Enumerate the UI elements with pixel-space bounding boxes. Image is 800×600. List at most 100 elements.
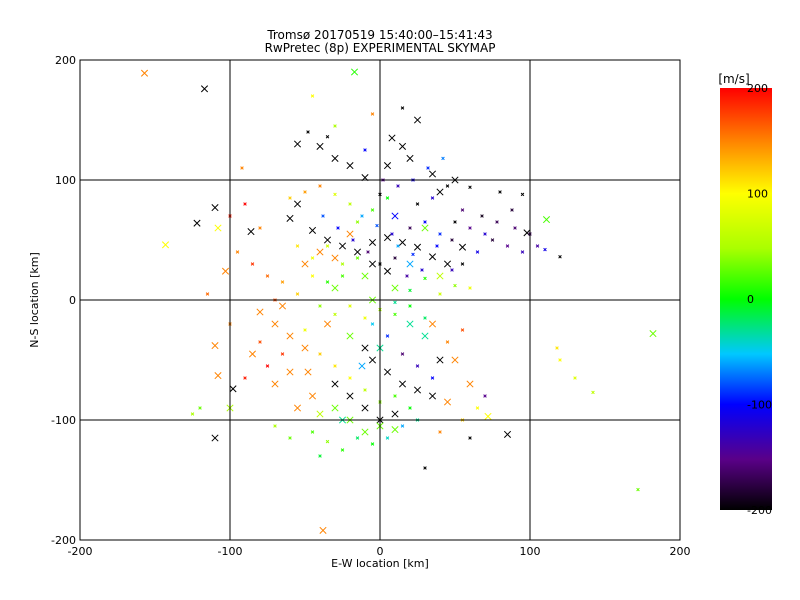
scatter-point-small <box>430 196 435 200</box>
colorbar-tick-label: 0 <box>747 293 754 306</box>
y-tick-label: -200 <box>51 534 76 547</box>
scatter-point-small <box>535 244 540 248</box>
scatter-point-cross <box>301 344 309 352</box>
scatter-point-small <box>325 135 330 139</box>
scatter-point-small <box>408 226 412 230</box>
scatter-point-small <box>520 250 525 254</box>
scatter-point-small <box>340 274 345 278</box>
scatter-point-cross <box>484 412 492 420</box>
scatter-point-small <box>573 376 577 380</box>
scatter-point-small <box>370 208 375 212</box>
scatter-point-small <box>520 192 525 197</box>
scatter-point-small <box>558 358 562 362</box>
scatter-point-cross <box>406 154 414 162</box>
scatter-point-cross <box>358 362 366 370</box>
scatter-point-small <box>363 148 367 152</box>
chart-title: Tromsø 20170519 15:40:00–15:41:43 <box>266 28 492 42</box>
scatter-point-small <box>273 424 277 428</box>
scatter-point-small <box>420 268 424 272</box>
scatter-point-cross <box>293 200 302 208</box>
scatter-points <box>140 68 657 534</box>
scatter-point-small <box>408 304 412 308</box>
scatter-point-cross <box>319 526 327 534</box>
scatter-point-small <box>490 238 495 242</box>
scatter-point-small <box>205 292 210 296</box>
scatter-point-small <box>438 292 442 296</box>
scatter-point-small <box>258 340 262 344</box>
scatter-point-cross <box>458 243 467 251</box>
x-tick-labels: -200 -100 0 100 200 <box>68 534 691 558</box>
scatter-point-small <box>318 184 322 188</box>
scatter-point-cross <box>193 219 201 227</box>
scatter-point-small <box>636 487 640 492</box>
scatter-point-cross <box>391 410 399 418</box>
scatter-point-cross <box>346 230 354 238</box>
scatter-point-small <box>423 220 427 224</box>
scatter-point-small <box>393 256 397 260</box>
scatter-point-small <box>310 274 315 278</box>
scatter-point-small <box>453 220 457 224</box>
scatter-point-cross <box>308 226 317 234</box>
x-tick-label: -100 <box>218 545 243 558</box>
scatter-point-small <box>355 436 360 440</box>
scatter-point-cross <box>140 69 149 77</box>
scatter-point-small <box>303 328 307 332</box>
scatter-point-cross <box>301 260 309 268</box>
scatter-point-small <box>468 185 472 189</box>
scatter-point-small <box>243 202 247 206</box>
scatter-point-small <box>366 250 370 254</box>
scatter-point-small <box>483 232 487 236</box>
scatter-point-small <box>415 202 420 206</box>
scatter-point-small <box>295 244 300 248</box>
scatter-point-small <box>363 388 367 392</box>
scatter-point-small <box>333 124 337 128</box>
scatter-point-small <box>288 436 292 440</box>
scatter-point-cross <box>316 410 324 418</box>
scatter-point-cross <box>428 253 437 261</box>
colorbar-tick-label: -200 <box>747 504 772 517</box>
scatter-point-small <box>426 166 430 170</box>
colorbar <box>720 88 772 510</box>
x-tick-label: 0 <box>377 545 384 558</box>
scatter-point-small <box>333 192 337 197</box>
scatter-point-cross <box>214 224 222 232</box>
scatter-point-cross <box>383 368 392 376</box>
scatter-point-cross <box>368 356 377 364</box>
colorbar-tick-label: -100 <box>747 399 772 412</box>
scatter-point-small <box>385 436 390 440</box>
scatter-point-small <box>310 430 315 434</box>
scatter-point-small <box>495 220 499 224</box>
scatter-point-cross <box>361 344 369 352</box>
scatter-point-small <box>475 406 480 410</box>
scatter-point-small <box>415 364 420 368</box>
scatter-point-small <box>375 223 379 228</box>
scatter-point-small <box>393 394 397 398</box>
scatter-point-cross <box>406 320 414 328</box>
scatter-point-cross <box>256 308 264 316</box>
scatter-point-small <box>423 466 427 470</box>
scatter-point-small <box>265 274 270 278</box>
scatter-point-cross <box>398 238 407 246</box>
y-tick-label: 0 <box>69 294 76 307</box>
scatter-point-cross <box>323 236 332 244</box>
y-tick-label: 100 <box>55 174 76 187</box>
scatter-point-small <box>321 214 325 218</box>
scatter-point-cross <box>383 162 392 170</box>
scatter-point-cross <box>200 85 209 93</box>
scatter-point-small <box>243 376 247 380</box>
scatter-point-cross <box>214 372 222 380</box>
scatter-point-small <box>355 256 360 260</box>
scatter-point-small <box>336 226 340 230</box>
scatter-point-small <box>325 244 330 248</box>
scatter-point-small <box>396 184 400 188</box>
x-tick-label: -200 <box>68 545 93 558</box>
scatter-point-cross <box>368 238 377 246</box>
scatter-point-small <box>265 364 270 368</box>
scatter-point-small <box>370 112 375 116</box>
scatter-point-cross <box>353 248 362 256</box>
scatter-point-small <box>318 304 322 308</box>
scatter-point-small <box>340 448 345 452</box>
scatter-point-cross <box>293 404 302 412</box>
scatter-point-small <box>438 430 442 434</box>
scatter-point-cross <box>346 162 354 170</box>
